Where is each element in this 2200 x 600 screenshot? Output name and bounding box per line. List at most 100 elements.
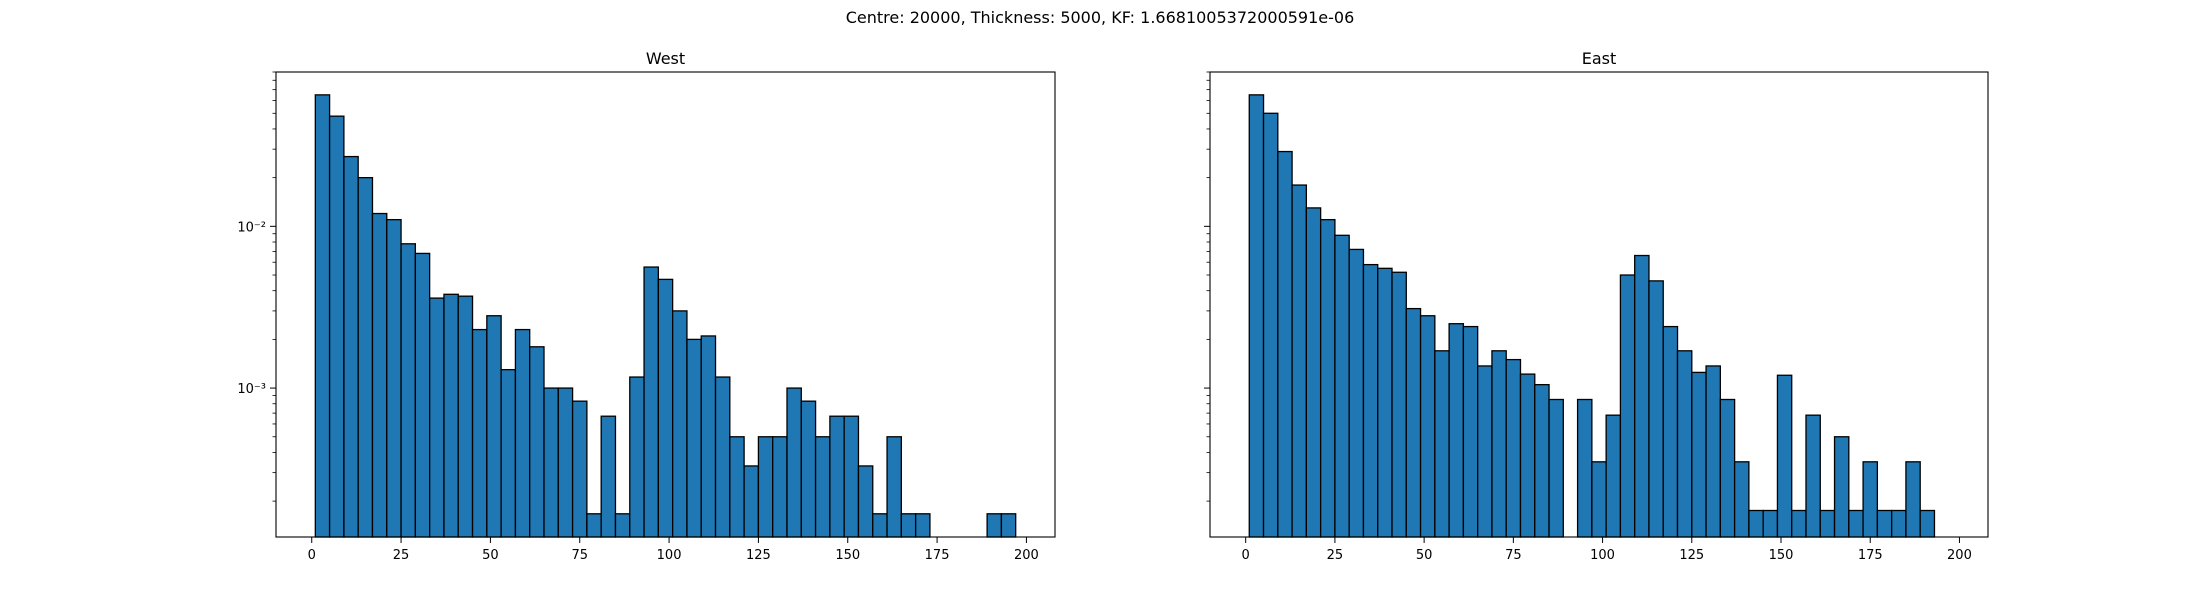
histogram-bar: [1576, 398, 1593, 538]
histogram-bar: [457, 295, 474, 538]
histogram-bar: [757, 436, 774, 538]
histogram-bar: [1248, 94, 1265, 538]
panel-east: 0 25 50 75 100 125 150 175 200 East: [1204, 49, 1989, 563]
histogram-bar: [1348, 248, 1365, 538]
histogram-bar: [1776, 374, 1793, 538]
histogram-bar: [1505, 358, 1522, 538]
y-tick-label: 10⁻²: [237, 220, 266, 235]
histogram-bar: [1733, 461, 1750, 538]
panel-title: West: [646, 49, 685, 68]
histogram-bar: [772, 436, 788, 538]
histogram-bar: [1448, 323, 1465, 538]
histogram-bar: [1491, 350, 1507, 538]
histogram-bar: [614, 513, 631, 538]
histogram-bar: [800, 400, 817, 538]
panel-west: 0 25 50 75 100 125 150 175 200 10⁻² 10⁻³ West: [237, 49, 1056, 563]
histogram-bar: [1000, 513, 1017, 538]
histogram-bar: [1291, 184, 1308, 538]
histogram-bar: [400, 243, 417, 538]
histogram-bar: [1605, 414, 1622, 538]
histogram-bar: [1876, 509, 1893, 538]
histogram-bar: [1262, 112, 1279, 538]
histogram-bar: [914, 513, 931, 538]
histogram-bar: [1791, 509, 1807, 538]
histogram-bar: [1848, 509, 1864, 538]
x-tick-label: 25: [1327, 548, 1344, 563]
histogram-bar: [629, 376, 645, 538]
x-tick-label: 0: [308, 548, 316, 563]
histogram-bar: [1890, 509, 1907, 538]
histogram-bar: [672, 310, 688, 538]
histogram-bar: [1434, 350, 1450, 538]
histogram-bar: [1676, 350, 1693, 538]
histogram-bar: [886, 436, 902, 538]
histogram-bar: [1833, 436, 1850, 538]
y-tick-label: 10⁻³: [237, 382, 266, 397]
x-tick-label: 150: [835, 548, 860, 563]
histogram-bar: [557, 387, 574, 538]
histogram-bar: [414, 252, 431, 538]
histogram-bar: [1919, 509, 1936, 538]
histogram-bar: [1691, 371, 1707, 538]
histogram-bar: [686, 338, 702, 538]
histogram-bar: [1419, 315, 1436, 538]
histogram-bar: [1748, 509, 1764, 538]
histogram-bar: [443, 293, 459, 538]
histogram-bar: [1862, 461, 1879, 538]
axes-frame: [1209, 71, 1989, 538]
figure-suptitle: Centre: 20000, Thickness: 5000, KF: 1.66…: [845, 8, 1355, 27]
x-tick-label: 100: [1590, 548, 1615, 563]
histogram-bar: [1405, 307, 1422, 538]
histogram-bar: [586, 513, 602, 538]
histogram-bar: [1662, 325, 1679, 538]
histogram-bar: [1762, 509, 1779, 538]
x-tick-label: 50: [1416, 548, 1433, 563]
x-tick-label: 25: [393, 548, 410, 563]
histogram-bar: [1648, 280, 1664, 538]
histogram-bar: [486, 315, 502, 538]
x-tick-label: 0: [1242, 548, 1250, 563]
x-tick-label: 175: [1858, 548, 1883, 563]
histogram-bar: [1619, 274, 1636, 538]
histogram-bar: [857, 465, 874, 538]
histogram-bar: [872, 513, 888, 538]
x-tick-label: 175: [925, 548, 950, 563]
histogram-bar: [986, 513, 1003, 538]
histogram-bar: [814, 436, 831, 538]
x-tick-label: 50: [482, 548, 499, 563]
histogram-bar: [1319, 218, 1336, 538]
histogram-bar: [729, 436, 745, 538]
histogram-bar: [1819, 509, 1836, 538]
histogram-bar: [1905, 461, 1921, 538]
x-tick-label: 200: [1947, 548, 1972, 563]
x-tick-label: 150: [1769, 548, 1794, 563]
histogram-bar: [386, 218, 402, 538]
histogram-bar: [1277, 150, 1293, 538]
histogram-bar: [1591, 461, 1607, 538]
axes-frame: [275, 71, 1056, 538]
histogram-bar: [1519, 373, 1536, 538]
histogram-bar: [743, 465, 760, 538]
x-tick-label: 75: [571, 548, 588, 563]
histogram-bar: [843, 415, 860, 538]
histogram-bar: [314, 94, 331, 538]
histogram-bar: [543, 387, 559, 538]
histogram-bar: [900, 513, 917, 538]
histogram-bar: [371, 212, 388, 538]
x-tick-label: 125: [746, 548, 771, 563]
panel-title: East: [1582, 49, 1617, 68]
histogram-bar: [600, 415, 617, 538]
histogram-bar: [343, 155, 359, 538]
histogram-bar: [357, 176, 374, 538]
histogram-bar: [1534, 383, 1550, 538]
histogram-bar: [328, 115, 345, 538]
histogram-bar: [1462, 325, 1479, 538]
histogram-bar: [1477, 365, 1493, 538]
x-tick-label: 125: [1679, 548, 1704, 563]
histogram-bar: [1305, 207, 1322, 538]
histogram-bar: [529, 346, 545, 538]
histogram-bar: [429, 297, 445, 538]
histogram-bar: [1391, 271, 1407, 538]
histogram-bar: [1805, 414, 1821, 538]
